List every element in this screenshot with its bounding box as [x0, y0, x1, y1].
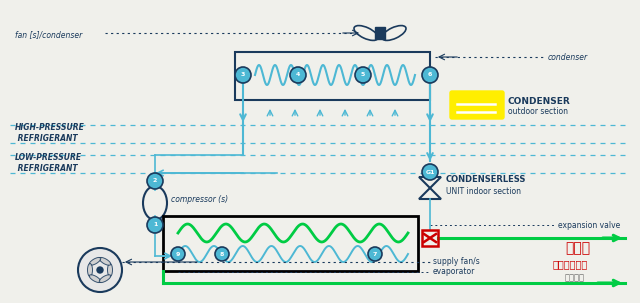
Bar	[422, 230, 438, 246]
Circle shape	[368, 247, 382, 261]
Circle shape	[97, 267, 103, 273]
Bar	[235, 52, 430, 100]
Polygon shape	[454, 93, 464, 98]
Text: 制冷百科: 制冷百科	[565, 274, 585, 282]
Circle shape	[147, 173, 163, 189]
Ellipse shape	[99, 275, 111, 283]
Circle shape	[78, 248, 122, 292]
Text: 7: 7	[373, 251, 377, 257]
Bar	[375, 27, 385, 39]
Text: condenser: condenser	[548, 52, 588, 62]
Circle shape	[147, 217, 163, 233]
Text: 4: 4	[296, 72, 300, 78]
Text: outdoor section: outdoor section	[508, 108, 568, 116]
Text: supply fan/s: supply fan/s	[433, 258, 480, 267]
Ellipse shape	[99, 258, 111, 265]
Text: expansion valve: expansion valve	[558, 221, 620, 229]
Text: CONDENSER: CONDENSER	[508, 98, 571, 106]
FancyBboxPatch shape	[450, 91, 504, 119]
Text: HIGH-PRESSURE
 REFRIGERANT: HIGH-PRESSURE REFRIGERANT	[15, 123, 85, 143]
Text: 8: 8	[220, 251, 224, 257]
Ellipse shape	[108, 264, 113, 277]
Text: 6: 6	[428, 72, 432, 78]
Text: fan [s]/condenser: fan [s]/condenser	[15, 31, 83, 39]
Ellipse shape	[88, 264, 93, 277]
Text: 2: 2	[153, 178, 157, 184]
Text: G1: G1	[425, 169, 435, 175]
Text: compressor (s): compressor (s)	[171, 195, 228, 205]
Text: UNIT indoor section: UNIT indoor section	[446, 188, 521, 197]
Ellipse shape	[89, 275, 100, 283]
Circle shape	[171, 247, 185, 261]
Text: 5: 5	[361, 72, 365, 78]
Circle shape	[215, 247, 229, 261]
Text: 9: 9	[176, 251, 180, 257]
Text: 3: 3	[241, 72, 245, 78]
Circle shape	[422, 67, 438, 83]
Text: 冷冻水: 冷冻水	[565, 241, 590, 255]
Text: CONDENSERLESS: CONDENSERLESS	[446, 175, 526, 185]
Circle shape	[290, 67, 306, 83]
Text: LOW-PRESSURE
 REFRIGERANT: LOW-PRESSURE REFRIGERANT	[15, 153, 82, 173]
Circle shape	[355, 67, 371, 83]
Ellipse shape	[89, 258, 100, 265]
Text: evaporator: evaporator	[433, 268, 476, 277]
Text: 1: 1	[153, 222, 157, 228]
Bar	[163, 216, 418, 271]
Text: 来自冷水机组: 来自冷水机组	[553, 259, 588, 269]
Circle shape	[235, 67, 251, 83]
Circle shape	[422, 164, 438, 180]
